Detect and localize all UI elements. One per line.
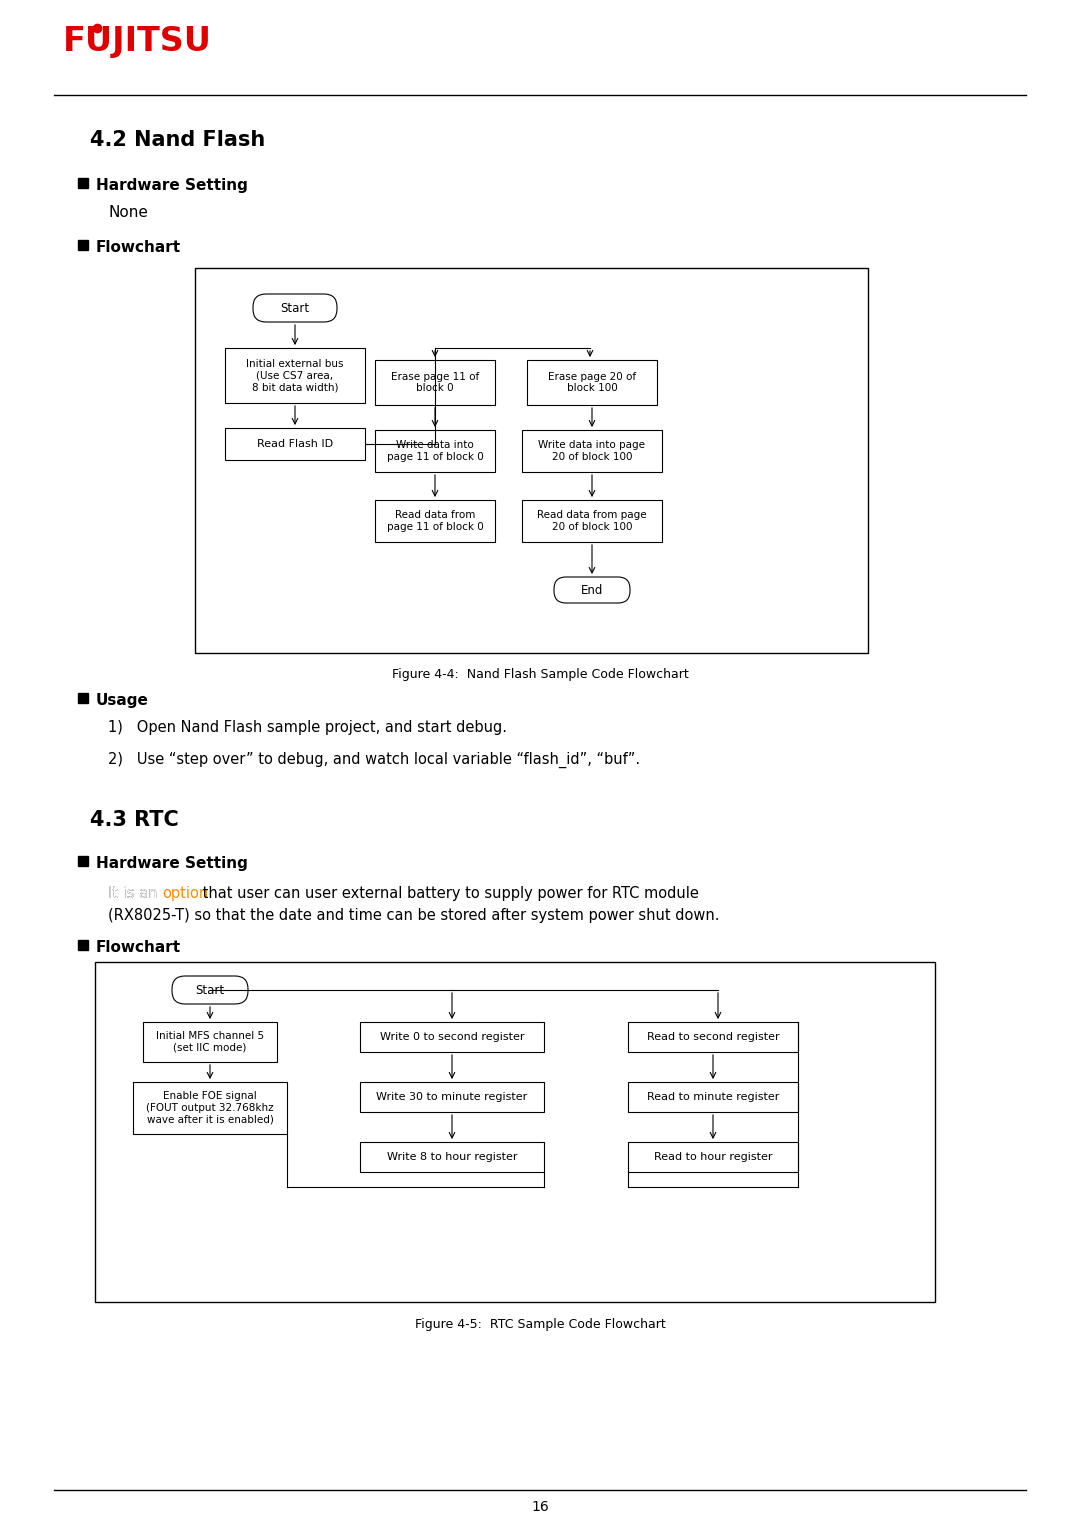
Text: Read to minute register: Read to minute register: [647, 1092, 779, 1102]
Text: Read data from
page 11 of block 0: Read data from page 11 of block 0: [387, 510, 484, 531]
Text: Read data from page
20 of block 100: Read data from page 20 of block 100: [537, 510, 647, 531]
Bar: [95, 962, 935, 1303]
Bar: [627, 1083, 798, 1112]
Bar: [225, 348, 365, 403]
Bar: [627, 1022, 798, 1052]
Text: Flowchart: Flowchart: [96, 240, 181, 255]
Text: Figure 4-4:  Nand Flash Sample Code Flowchart: Figure 4-4: Nand Flash Sample Code Flowc…: [392, 667, 688, 681]
Text: Write 0 to second register: Write 0 to second register: [380, 1032, 524, 1041]
Bar: [527, 360, 657, 405]
Text: End: End: [581, 583, 604, 597]
Text: It is an ​: It is an ​: [108, 886, 162, 901]
Bar: [375, 431, 495, 472]
Polygon shape: [78, 857, 87, 866]
Bar: [522, 499, 662, 542]
Bar: [627, 1142, 798, 1173]
Text: option: option: [162, 886, 208, 901]
Text: Write data into page
20 of block 100: Write data into page 20 of block 100: [539, 440, 646, 461]
Bar: [360, 1142, 544, 1173]
FancyBboxPatch shape: [172, 976, 248, 1003]
Text: Hardware Setting: Hardware Setting: [96, 857, 248, 870]
Bar: [375, 499, 495, 542]
Text: 2)   Use “step over” to debug, and watch local variable “flash_id”, “buf”.: 2) Use “step over” to debug, and watch l…: [108, 751, 640, 768]
Text: Start: Start: [281, 301, 310, 315]
FancyBboxPatch shape: [554, 577, 630, 603]
Text: Flowchart: Flowchart: [96, 941, 181, 954]
Text: (RX8025-T) so that the date and time can be stored after system power shut down.: (RX8025-T) so that the date and time can…: [108, 909, 719, 922]
Bar: [360, 1022, 544, 1052]
Polygon shape: [78, 240, 87, 250]
Text: Usage: Usage: [96, 693, 149, 709]
Bar: [225, 428, 365, 460]
Text: that user can user external battery to supply power for RTC module: that user can user external battery to s…: [198, 886, 699, 901]
Bar: [522, 431, 662, 472]
Text: Enable FOE signal
(FOUT output 32.768khz
wave after it is enabled): Enable FOE signal (FOUT output 32.768khz…: [146, 1092, 274, 1124]
Bar: [133, 1083, 287, 1135]
Text: Read to hour register: Read to hour register: [653, 1151, 772, 1162]
Text: None: None: [108, 205, 148, 220]
Bar: [195, 269, 868, 654]
Text: 16: 16: [531, 1500, 549, 1513]
Text: Erase page 11 of
block 0: Erase page 11 of block 0: [391, 371, 480, 394]
Text: Write 8 to hour register: Write 8 to hour register: [387, 1151, 517, 1162]
Text: Figure 4-5:  RTC Sample Code Flowchart: Figure 4-5: RTC Sample Code Flowchart: [415, 1318, 665, 1332]
Text: Initial MFS channel 5
(set IIC mode): Initial MFS channel 5 (set IIC mode): [156, 1031, 265, 1052]
Polygon shape: [78, 941, 87, 950]
Bar: [375, 360, 495, 405]
Text: FUJITSU: FUJITSU: [63, 24, 212, 58]
Text: Read Flash ID: Read Flash ID: [257, 438, 333, 449]
Text: Write data into
page 11 of block 0: Write data into page 11 of block 0: [387, 440, 484, 461]
Text: Read to second register: Read to second register: [647, 1032, 780, 1041]
Polygon shape: [78, 693, 87, 702]
Text: Start: Start: [195, 983, 225, 997]
Text: Hardware Setting: Hardware Setting: [96, 179, 248, 192]
Text: 4.3 RTC: 4.3 RTC: [90, 809, 179, 831]
Text: 4.2 Nand Flash: 4.2 Nand Flash: [90, 130, 266, 150]
Text: Initial external bus
(Use CS7 area,
8 bit data width): Initial external bus (Use CS7 area, 8 bi…: [246, 359, 343, 392]
Text: 1)   Open Nand Flash sample project, and start debug.: 1) Open Nand Flash sample project, and s…: [108, 721, 507, 734]
Bar: [143, 1022, 276, 1061]
Text: It is an: It is an: [108, 886, 162, 901]
FancyBboxPatch shape: [253, 295, 337, 322]
Polygon shape: [78, 179, 87, 188]
Text: Write 30 to minute register: Write 30 to minute register: [376, 1092, 528, 1102]
Text: Erase page 20 of
block 100: Erase page 20 of block 100: [548, 371, 636, 394]
Bar: [360, 1083, 544, 1112]
